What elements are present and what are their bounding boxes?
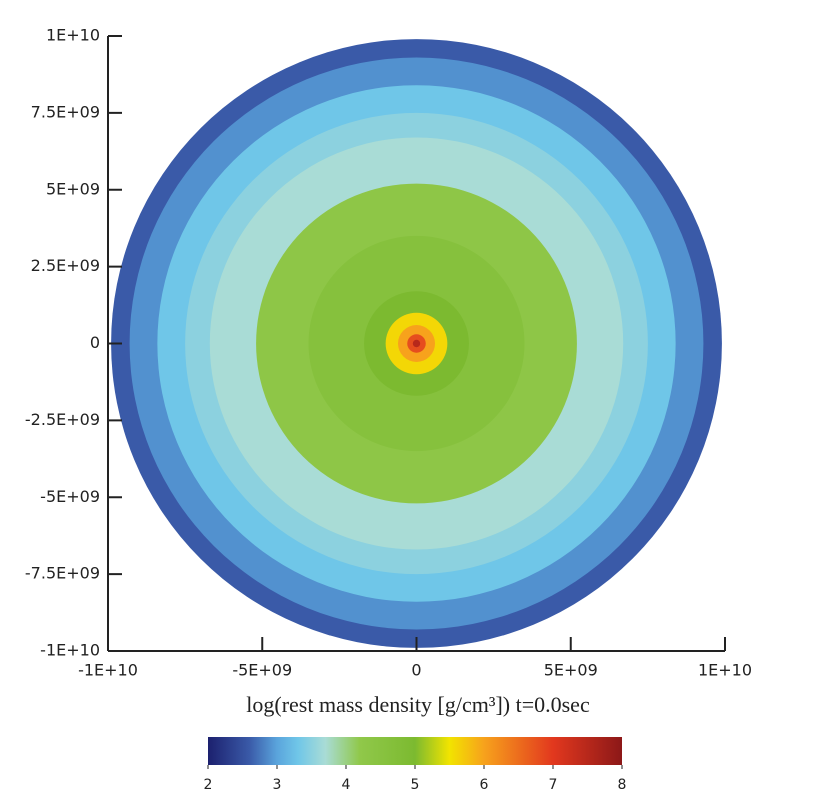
x-tick-label: 0: [411, 661, 421, 680]
y-tick-label: -1E+10: [40, 641, 100, 660]
x-axis-label: log(rest mass density [g/cm³]) t=0.0sec: [246, 692, 590, 717]
colorbar-tick-label: 8: [618, 777, 627, 793]
y-tick-label: 5E+09: [46, 179, 100, 198]
colorbar-tick-label: 3: [273, 777, 282, 793]
y-tick-label: 2.5E+09: [31, 256, 100, 275]
x-tick-label: -1E+10: [78, 661, 138, 680]
colorbar-tick-label: 6: [480, 777, 489, 793]
colorbar-tick-label: 4: [342, 777, 351, 793]
y-tick-label: -2.5E+09: [25, 410, 100, 429]
y-tick-label: -7.5E+09: [25, 564, 100, 583]
x-tick-label: 1E+10: [698, 661, 752, 680]
y-tick-label: -5E+09: [40, 487, 100, 506]
y-tick-label: 7.5E+09: [31, 102, 100, 121]
x-tick-label: -5E+09: [232, 661, 292, 680]
y-tick-label: 1E+10: [46, 26, 100, 45]
colorbar: [208, 737, 622, 765]
colorbar-tick-label: 7: [549, 777, 558, 793]
y-tick-label: 0: [90, 333, 100, 352]
contour-ring: [412, 339, 421, 348]
colorbar-tick-label: 2: [204, 777, 213, 793]
x-tick-label: 5E+09: [544, 661, 598, 680]
colorbar-tick-label: 5: [411, 777, 420, 793]
